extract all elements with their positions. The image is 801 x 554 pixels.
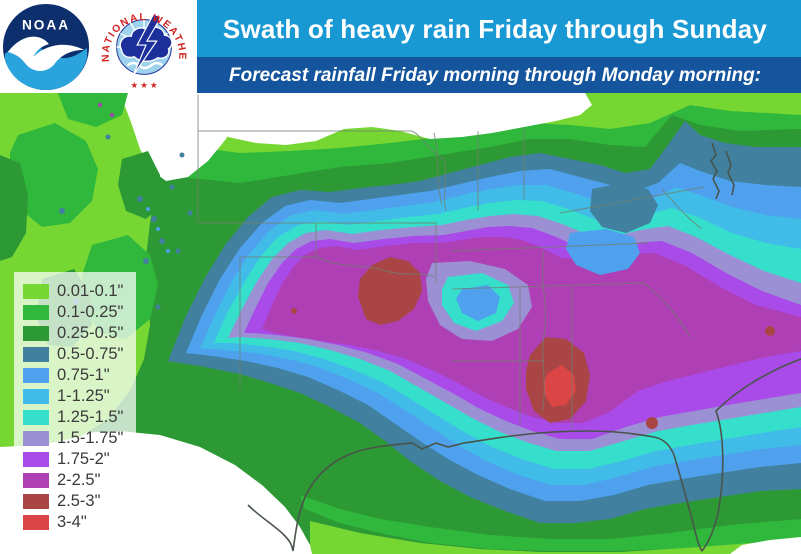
- light-rain-pockets: [426, 183, 658, 341]
- legend-label: 3-4": [57, 513, 87, 531]
- noaa-logo-icon: NOAA: [2, 3, 90, 91]
- legend-label: 1.75-2": [57, 450, 110, 468]
- svg-text:★ ★ ★: ★ ★ ★: [131, 80, 158, 90]
- legend-item: 0.1-0.25": [23, 303, 130, 322]
- svg-text:NOAA: NOAA: [22, 17, 70, 32]
- lightning-bolt-icon: [132, 12, 162, 76]
- legend-item: 0.25-0.5": [23, 324, 130, 343]
- legend-item: 1.75-2": [23, 450, 130, 469]
- legend-label: 0.25-0.5": [57, 324, 124, 342]
- logo-panel: NOAA NATIONAL WEATHER SERVICE ★ ★ ★: [0, 0, 197, 93]
- legend-color-swatch: [23, 410, 49, 425]
- legend-color-swatch: [23, 305, 49, 320]
- legend-label: 0.75-1": [57, 366, 110, 384]
- coastline: [247, 142, 801, 552]
- state-borders: [197, 95, 705, 429]
- legend-color-swatch: [23, 389, 49, 404]
- page-subtitle: Forecast rainfall Friday morning through…: [228, 65, 762, 86]
- legend-item: 1.25-1.5": [23, 408, 130, 427]
- legend-label: 0.5-0.75": [57, 345, 124, 363]
- legend-color-swatch: [23, 326, 49, 341]
- nws-logo-icon: NATIONAL WEATHER SERVICE ★ ★ ★: [98, 1, 190, 93]
- legend-item: 0.5-0.75": [23, 345, 130, 364]
- legend-color-swatch: [23, 473, 49, 488]
- legend-color-swatch: [23, 347, 49, 362]
- legend-label: 0.01-0.1": [57, 282, 124, 300]
- legend-item: 0.01-0.1": [23, 282, 130, 301]
- legend-item: 3-4": [23, 513, 130, 532]
- legend-label: 1.5-1.75": [57, 429, 124, 447]
- legend-label: 0.1-0.25": [57, 303, 124, 321]
- gulf-lightgreen-strip: [310, 521, 801, 554]
- legend-item: 1-1.25": [23, 387, 130, 406]
- noaa-gull-icon: [7, 36, 85, 71]
- heavy-rain-cores: [291, 257, 775, 429]
- legend-label: 1.25-1.5": [57, 408, 124, 426]
- legend-color-swatch: [23, 368, 49, 383]
- legend-label: 1-1.25": [57, 387, 110, 405]
- legend-label: 2-2.5": [57, 471, 101, 489]
- page-title: Swath of heavy rain Friday through Sunda…: [222, 14, 768, 44]
- rainfall-legend: 0.01-0.1" 0.1-0.25" 0.25-0.5" 0.5-0.75" …: [14, 272, 136, 542]
- legend-color-swatch: [23, 494, 49, 509]
- legend-color-swatch: [23, 515, 49, 530]
- legend-label: 2.5-3": [57, 492, 101, 510]
- gulf-green-strip: [300, 495, 801, 551]
- legend-item: 2.5-3": [23, 492, 130, 511]
- legend-item: 1.5-1.75": [23, 429, 130, 448]
- legend-item: 0.75-1": [23, 366, 130, 385]
- legend-color-swatch: [23, 452, 49, 467]
- legend-color-swatch: [23, 431, 49, 446]
- legend-color-swatch: [23, 284, 49, 299]
- legend-item: 2-2.5": [23, 471, 130, 490]
